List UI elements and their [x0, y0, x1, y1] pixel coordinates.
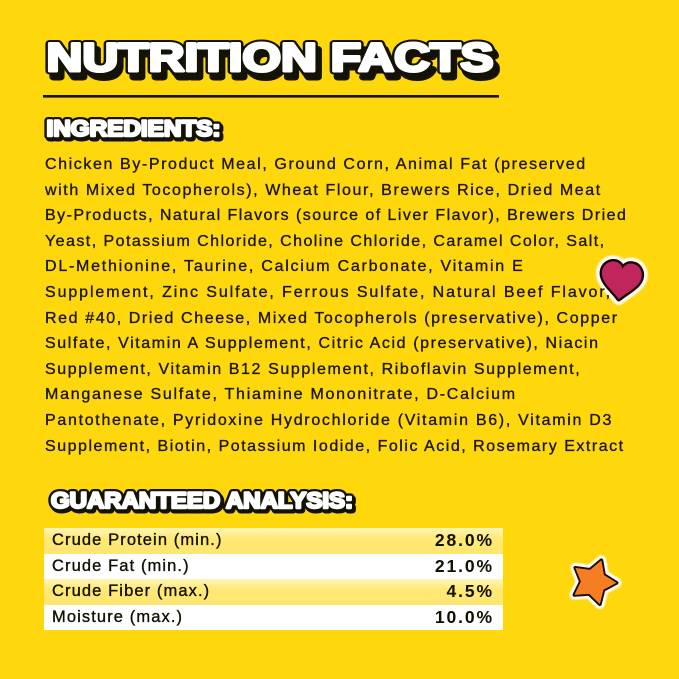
svg-text:NUTRITION FACTS: NUTRITION FACTS — [51, 42, 498, 86]
svg-text:NUTRITION FACTS: NUTRITION FACTS — [47, 36, 494, 80]
svg-text:GUARANTEED ANALYSIS:: GUARANTEED ANALYSIS: — [51, 488, 353, 513]
svg-text:INGREDIENTS:: INGREDIENTS: — [47, 116, 221, 141]
svg-text:INGREDIENTS:: INGREDIENTS: — [48, 118, 222, 143]
svg-text:INGREDIENTS:: INGREDIENTS: — [47, 116, 221, 141]
svg-text:GUARANTEED ANALYSIS:: GUARANTEED ANALYSIS: — [53, 490, 355, 515]
svg-text:GUARANTEED ANALYSIS:: GUARANTEED ANALYSIS: — [51, 488, 353, 513]
svg-text:NUTRITION FACTS: NUTRITION FACTS — [47, 36, 494, 80]
